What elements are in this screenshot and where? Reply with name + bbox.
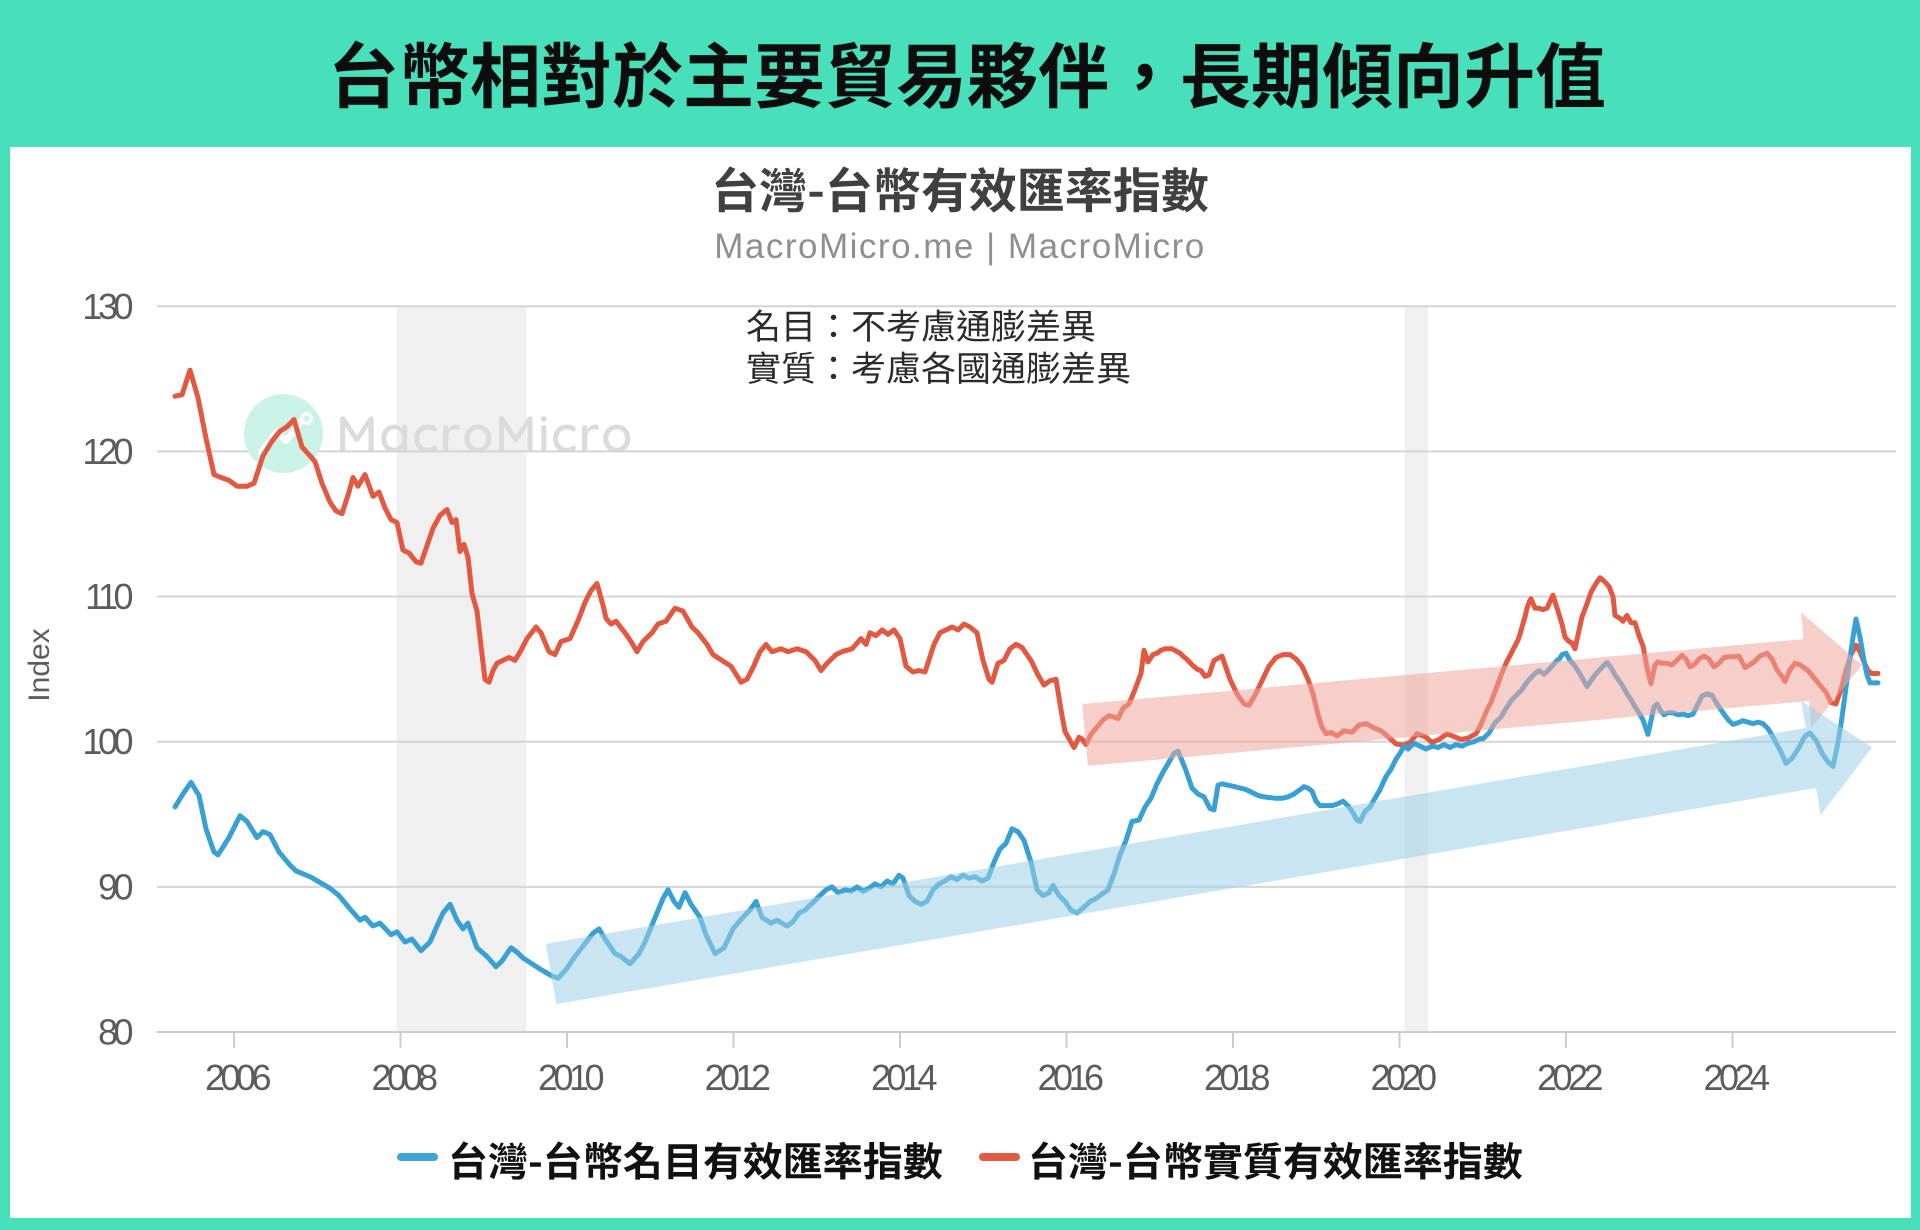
svg-text:2022: 2022 [1537, 1057, 1603, 1098]
svg-text:2006: 2006 [205, 1057, 271, 1098]
svg-text:2014: 2014 [871, 1057, 937, 1098]
svg-text:2008: 2008 [371, 1057, 437, 1098]
svg-text:2010: 2010 [538, 1057, 604, 1098]
svg-text:2012: 2012 [704, 1057, 770, 1098]
svg-text:Index: Index [23, 628, 56, 701]
svg-text:120: 120 [82, 431, 132, 472]
svg-text:2016: 2016 [1037, 1057, 1103, 1098]
svg-text:130: 130 [82, 286, 132, 327]
svg-text:MacroMicro.me | MacroMicro: MacroMicro.me | MacroMicro [714, 227, 1205, 266]
svg-text:100: 100 [82, 721, 132, 762]
svg-text:80: 80 [98, 1012, 133, 1053]
svg-text:110: 110 [85, 576, 132, 617]
svg-text:90: 90 [98, 866, 133, 907]
svg-text:2020: 2020 [1370, 1057, 1436, 1098]
svg-text:2018: 2018 [1204, 1057, 1270, 1098]
svg-text:2024: 2024 [1703, 1057, 1769, 1098]
